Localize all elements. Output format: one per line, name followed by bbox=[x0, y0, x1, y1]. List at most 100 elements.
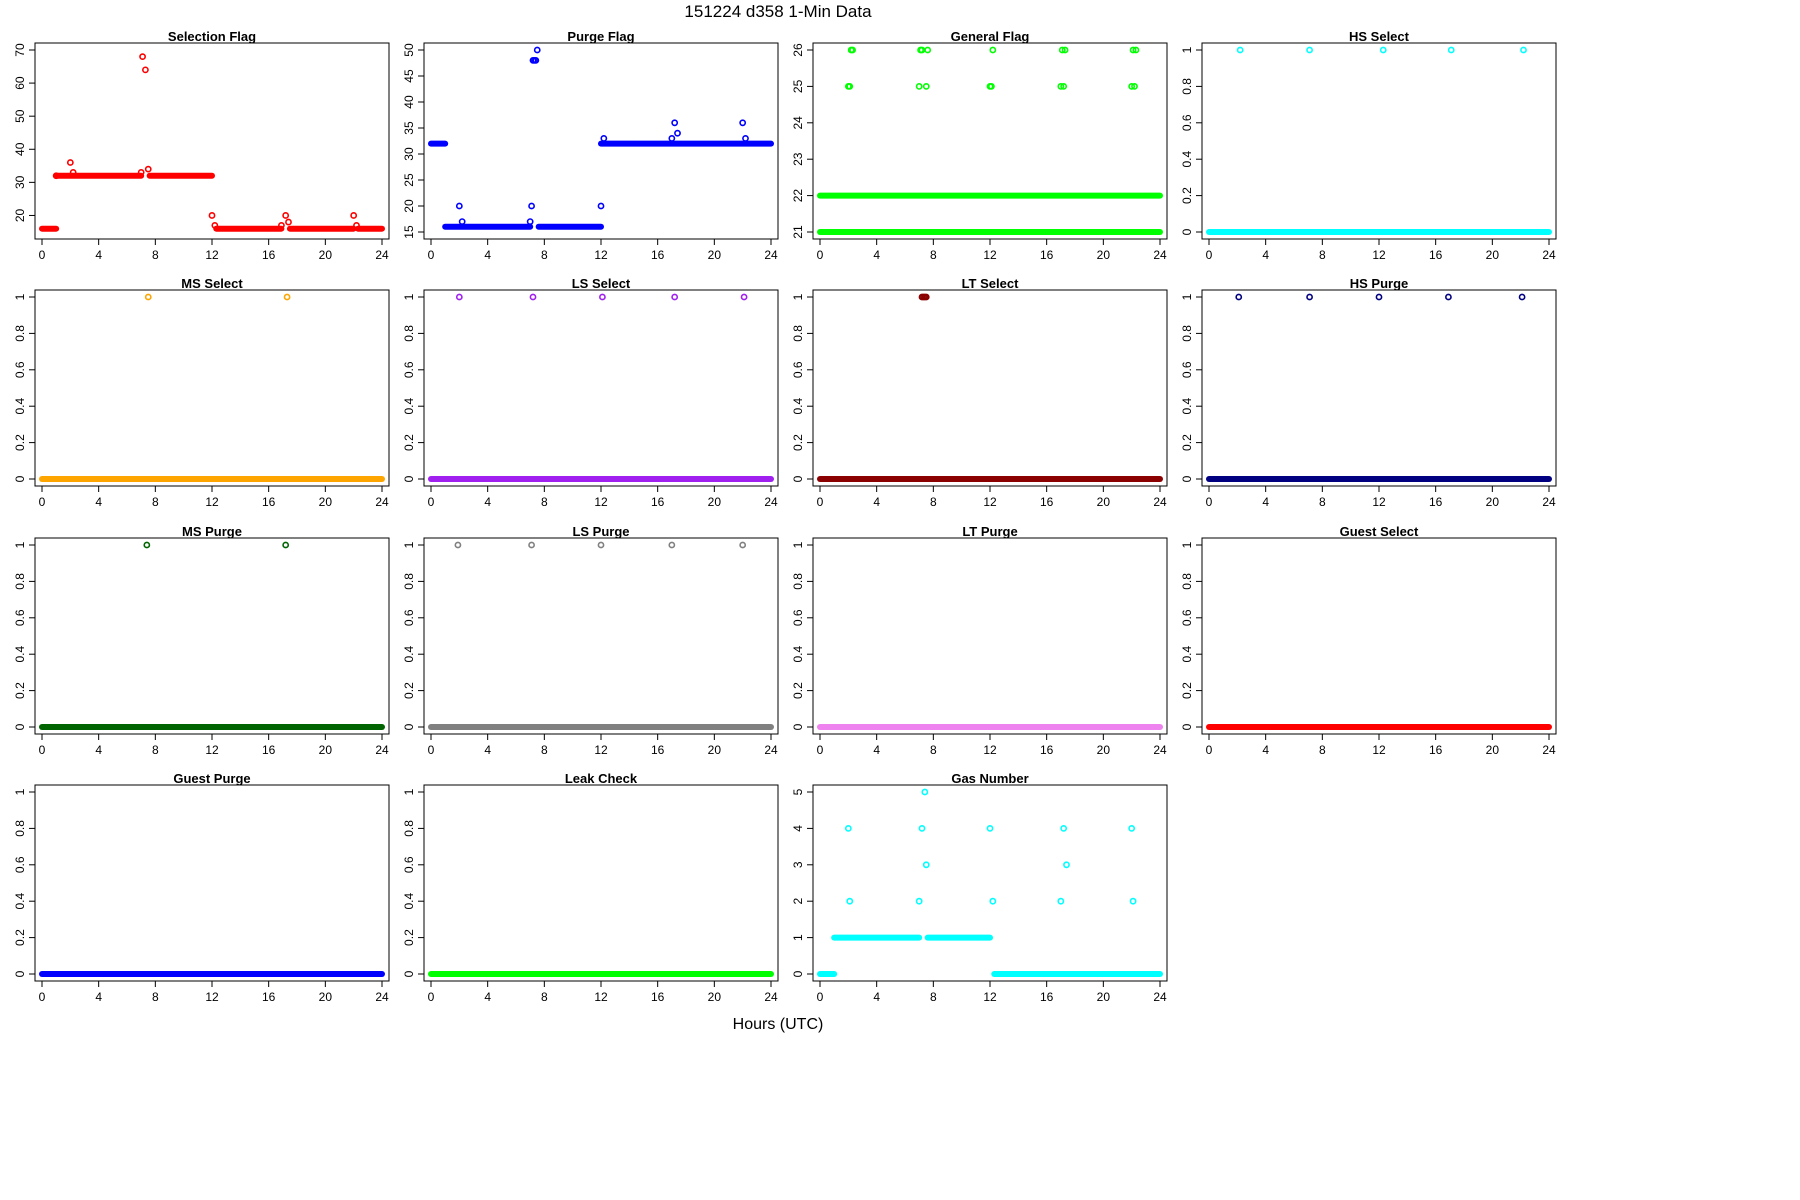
data-point bbox=[671, 293, 679, 301]
y-tick-label: 0.6 bbox=[402, 361, 416, 378]
x-tick-label: 20 bbox=[1097, 495, 1111, 509]
x-tick-label: 20 bbox=[319, 248, 333, 262]
x-tick-label: 8 bbox=[541, 495, 548, 509]
y-tick-label: 0.4 bbox=[791, 646, 805, 663]
y-tick-label: 23 bbox=[791, 152, 805, 166]
x-tick-label: 16 bbox=[1429, 248, 1443, 262]
y-tick-label: 0.4 bbox=[402, 893, 416, 910]
y-tick-label: 0 bbox=[13, 970, 27, 977]
data-point bbox=[283, 293, 291, 301]
x-tick-label: 4 bbox=[1262, 495, 1269, 509]
y-tick-label: 0.8 bbox=[402, 325, 416, 342]
chart-title: HS Purge bbox=[1350, 276, 1409, 291]
data-point bbox=[533, 46, 541, 54]
y-tick-label: 0.2 bbox=[402, 434, 416, 451]
data-point bbox=[915, 897, 923, 905]
data-point bbox=[353, 221, 360, 229]
data-point bbox=[211, 221, 219, 229]
data-point bbox=[66, 159, 74, 166]
data-point bbox=[137, 169, 145, 176]
plot-frame bbox=[34, 42, 390, 240]
plot-frame bbox=[34, 537, 390, 735]
y-tick-label: 0.8 bbox=[791, 573, 805, 590]
x-tick-label: 0 bbox=[39, 743, 46, 757]
data-point bbox=[739, 541, 747, 549]
data-point bbox=[1236, 46, 1244, 54]
x-tick-label: 8 bbox=[152, 990, 159, 1004]
data-point bbox=[1060, 825, 1068, 832]
y-tick-label: 0.8 bbox=[402, 820, 416, 837]
x-tick-label: 12 bbox=[205, 248, 219, 262]
data-point bbox=[142, 66, 149, 74]
data-point bbox=[922, 83, 930, 90]
y-tick-label: 0 bbox=[13, 475, 27, 482]
y-tick-label: 0 bbox=[1180, 723, 1194, 730]
y-tick-label: 1 bbox=[791, 934, 805, 941]
y-tick-label: 0.8 bbox=[1180, 573, 1194, 590]
data-point bbox=[846, 83, 854, 90]
x-tick-label: 4 bbox=[95, 495, 102, 509]
y-tick-label: 0.2 bbox=[402, 929, 416, 946]
x-tick-label: 12 bbox=[1372, 495, 1386, 509]
x-tick-label: 24 bbox=[764, 495, 778, 509]
y-tick-label: 1 bbox=[1180, 46, 1194, 53]
data-point bbox=[989, 46, 997, 54]
x-tick-label: 12 bbox=[205, 495, 219, 509]
chart-panel-12: Guest Select 0 4 8 12 16 20 24 0 0.2 0.4 0.6 0.8 1 bbox=[1180, 524, 1557, 757]
y-tick-label: 0.4 bbox=[1180, 151, 1194, 168]
x-tick-label: 16 bbox=[1040, 743, 1054, 757]
y-tick-label: 0 bbox=[791, 475, 805, 482]
y-tick-label: 0.8 bbox=[13, 573, 27, 590]
chart-panel-10: LS Purge 0 4 8 12 16 20 24 0 0.2 0.4 0.6 0.8 1 bbox=[402, 524, 779, 757]
data-point bbox=[989, 897, 997, 905]
data-point bbox=[455, 202, 463, 210]
y-tick-label: 3 bbox=[791, 861, 805, 868]
y-tick-label: 4 bbox=[791, 825, 805, 832]
data-point bbox=[528, 541, 535, 549]
x-tick-label: 20 bbox=[708, 990, 722, 1004]
x-tick-label: 20 bbox=[1486, 495, 1500, 509]
plot-frame bbox=[812, 537, 1168, 735]
x-tick-label: 4 bbox=[95, 990, 102, 1004]
x-tick-label: 12 bbox=[594, 248, 608, 262]
x-tick-label: 8 bbox=[152, 743, 159, 757]
chart-title: General Flag bbox=[951, 29, 1030, 44]
data-point bbox=[1128, 83, 1136, 90]
chart-panel-11: LT Purge 0 4 8 12 16 20 24 0 0.2 0.4 0.6 0.8 1 bbox=[791, 524, 1168, 757]
x-tick-label: 16 bbox=[262, 495, 276, 509]
x-tick-label: 20 bbox=[319, 990, 333, 1004]
x-tick-label: 0 bbox=[428, 743, 435, 757]
data-point bbox=[918, 46, 926, 54]
data-point bbox=[918, 825, 926, 832]
x-tick-label: 16 bbox=[1429, 743, 1443, 757]
x-tick-label: 4 bbox=[1262, 743, 1269, 757]
x-tick-label: 24 bbox=[375, 990, 389, 1004]
x-tick-label: 16 bbox=[1429, 495, 1443, 509]
data-point bbox=[350, 212, 358, 219]
chart-title: MS Purge bbox=[182, 524, 242, 539]
chart-panel-1: Selection Flag 0 4 8 12 16 20 24 20 30 40 50 60 70 bbox=[13, 29, 390, 262]
y-tick-label: 0.2 bbox=[791, 682, 805, 699]
data-point bbox=[144, 293, 152, 301]
chart-title: Selection Flag bbox=[168, 29, 256, 44]
data-point bbox=[1445, 293, 1452, 301]
y-tick-label: 0.8 bbox=[13, 325, 27, 342]
x-tick-label: 12 bbox=[983, 248, 997, 262]
x-tick-label: 12 bbox=[205, 990, 219, 1004]
y-tick-label: 0 bbox=[1180, 228, 1194, 235]
data-point bbox=[600, 134, 608, 142]
x-tick-label: 12 bbox=[205, 743, 219, 757]
x-tick-label: 8 bbox=[1319, 495, 1326, 509]
x-tick-label: 16 bbox=[1040, 990, 1054, 1004]
x-tick-label: 4 bbox=[1262, 248, 1269, 262]
y-tick-label: 0.8 bbox=[791, 325, 805, 342]
y-tick-label: 1 bbox=[1180, 541, 1194, 548]
data-point bbox=[668, 541, 676, 549]
x-tick-label: 12 bbox=[983, 495, 997, 509]
x-tick-label: 4 bbox=[484, 990, 491, 1004]
x-tick-label: 12 bbox=[594, 743, 608, 757]
y-tick-label: 26 bbox=[791, 43, 805, 57]
data-point bbox=[139, 53, 146, 61]
x-tick-label: 24 bbox=[1153, 495, 1167, 509]
chart-panel-7: LT Select 0 4 8 12 16 20 24 0 0.2 0.4 0.6 0.8 1 bbox=[791, 276, 1168, 509]
